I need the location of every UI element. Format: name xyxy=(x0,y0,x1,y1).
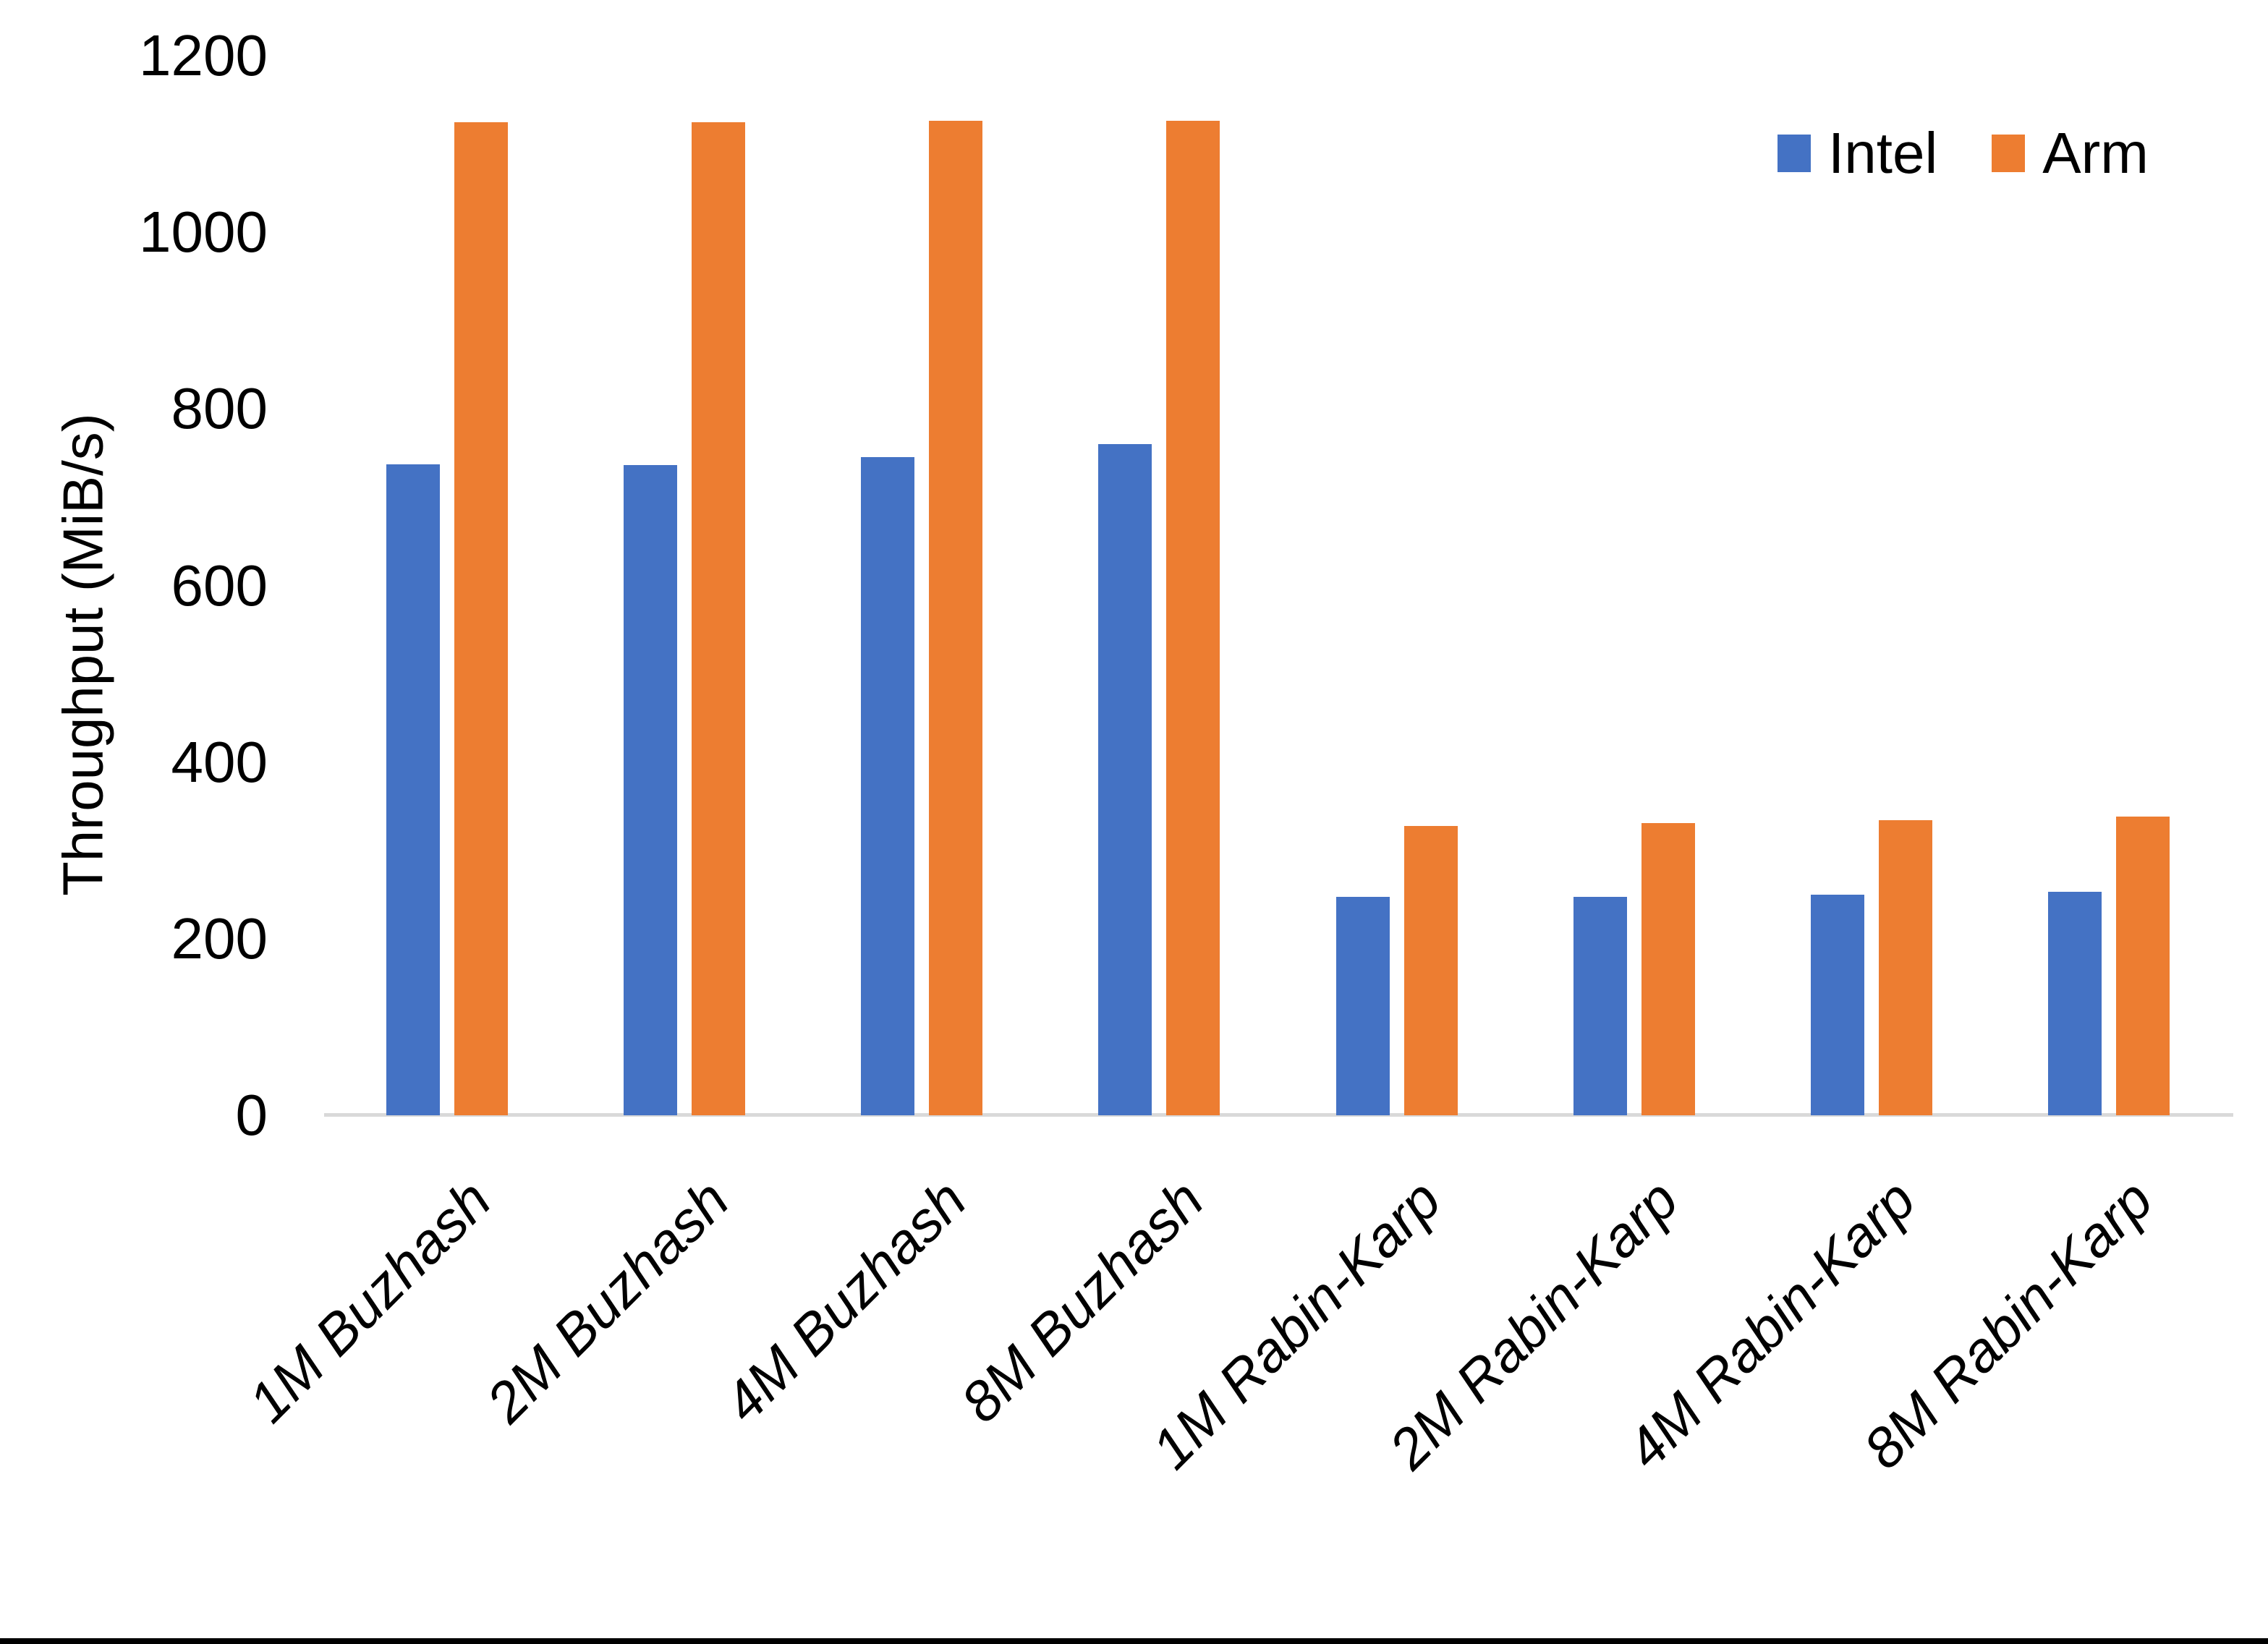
y-tick-label: 200 xyxy=(171,906,268,971)
bar-intel xyxy=(1573,897,1627,1115)
legend-swatch-icon xyxy=(1992,135,2026,172)
legend-label: Arm xyxy=(2042,121,2149,185)
bar-intel xyxy=(1336,897,1390,1115)
bar-arm xyxy=(1166,121,1220,1115)
y-tick-label: 800 xyxy=(171,376,268,441)
bar-intel xyxy=(1098,444,1152,1115)
bar-intel xyxy=(1811,895,1864,1115)
plot-area xyxy=(324,56,2233,1117)
legend-item-arm: Arm xyxy=(1992,120,2149,187)
x-category-label: 2M Buzhash xyxy=(473,1167,741,1435)
legend-label: Intel xyxy=(1828,121,1938,185)
x-axis-line xyxy=(324,1113,2233,1117)
y-tick-label: 1000 xyxy=(139,200,268,265)
bar-arm xyxy=(1404,826,1458,1115)
legend: Intel Arm xyxy=(1778,120,2149,187)
x-category-label: 1M Buzhash xyxy=(236,1167,504,1435)
bottom-border xyxy=(0,1638,2268,1644)
bar-arm xyxy=(692,122,745,1115)
y-tick-label: 600 xyxy=(171,553,268,618)
bar-arm xyxy=(929,121,982,1115)
legend-swatch-icon xyxy=(1778,135,1811,172)
bar-arm xyxy=(454,122,508,1115)
legend-item-intel: Intel xyxy=(1778,120,1937,187)
bar-intel xyxy=(624,465,677,1115)
y-tick-label: 400 xyxy=(171,729,268,794)
x-category-label: 8M Buzhash xyxy=(948,1167,1215,1435)
y-tick-label: 0 xyxy=(235,1083,268,1147)
bar-intel xyxy=(861,457,914,1115)
bar-arm xyxy=(1641,823,1695,1115)
y-axis-title: Throughput (MiB/s) xyxy=(51,413,115,896)
x-category-label: 4M Buzhash xyxy=(711,1167,978,1435)
bar-intel xyxy=(2048,892,2102,1115)
bar-intel xyxy=(386,464,440,1115)
bar-arm xyxy=(1879,820,1932,1115)
bar-arm xyxy=(2116,817,2170,1115)
y-tick-label: 1200 xyxy=(139,23,268,88)
